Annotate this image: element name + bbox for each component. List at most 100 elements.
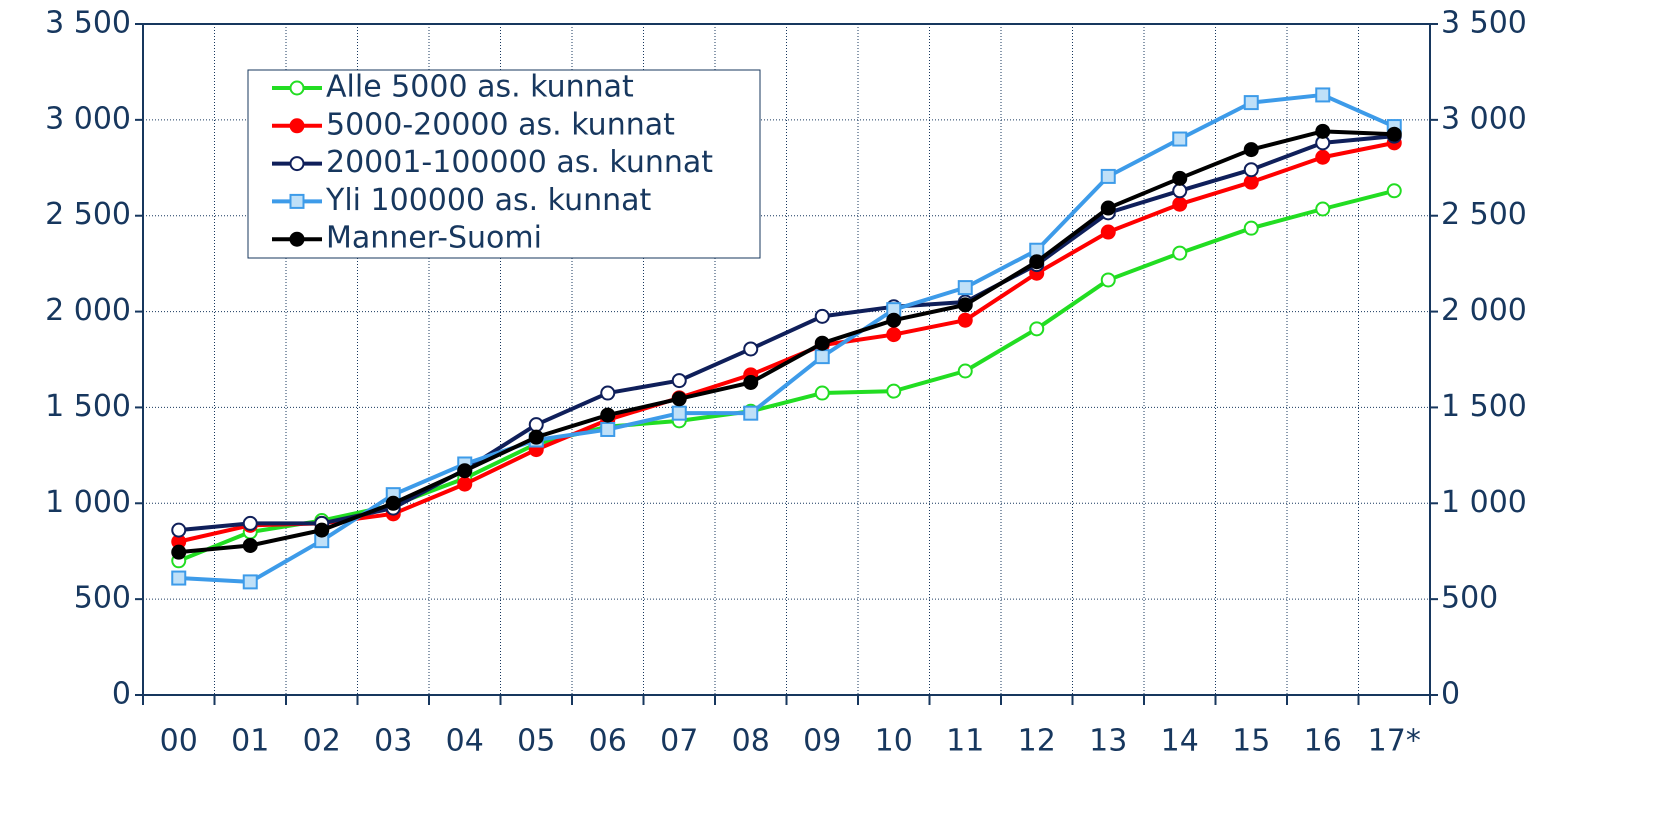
marker: [1172, 183, 1188, 199]
y2-tick-label: 3 500: [1441, 6, 1527, 41]
x-tick-label: 16: [1304, 724, 1342, 759]
y-tick-label: 3 000: [45, 101, 131, 136]
marker: [1100, 200, 1116, 216]
legend-marker: [289, 156, 305, 172]
x-tick-label: 06: [589, 724, 627, 759]
marker: [600, 407, 616, 423]
marker: [171, 570, 187, 586]
x-tick-label: 10: [875, 724, 913, 759]
marker: [957, 312, 973, 328]
y2-tick-label: 0: [1441, 677, 1460, 712]
marker: [600, 421, 616, 437]
marker: [242, 515, 258, 531]
marker: [957, 363, 973, 379]
legend-label: Alle 5000 as. kunnat: [326, 70, 634, 105]
marker: [385, 495, 401, 511]
marker: [528, 429, 544, 445]
y-tick-label: 3 500: [45, 6, 131, 41]
x-tick-label: 09: [803, 724, 841, 759]
marker: [1029, 321, 1045, 337]
x-tick-label: 01: [231, 724, 269, 759]
x-tick-label: 14: [1161, 724, 1199, 759]
x-tick-label: 08: [732, 724, 770, 759]
series-line: [178, 92, 1396, 584]
marker: [1172, 170, 1188, 186]
y-tick-label: 2 000: [45, 293, 131, 328]
marker: [600, 385, 616, 401]
legend-label: Yli 100000 as. kunnat: [325, 183, 652, 218]
marker: [1243, 220, 1259, 236]
marker: [1243, 142, 1259, 158]
legend-marker: [289, 193, 305, 209]
x-tick-label: 12: [1018, 724, 1056, 759]
legend-marker: [289, 118, 305, 134]
y-tick-label: 1 500: [45, 389, 131, 424]
series: [171, 123, 1402, 560]
marker: [1315, 149, 1331, 165]
x-tick-label: 11: [946, 724, 984, 759]
x-tick-label: 05: [517, 724, 555, 759]
marker: [242, 574, 258, 590]
legend-label: 20001-100000 as. kunnat: [326, 145, 713, 180]
x-tick-label: 15: [1232, 724, 1270, 759]
marker: [1172, 245, 1188, 261]
marker: [171, 522, 187, 538]
marker: [1386, 126, 1402, 142]
y2-tick-label: 1 000: [1441, 485, 1527, 520]
marker: [886, 312, 902, 328]
marker: [671, 405, 687, 421]
series-line: [178, 134, 1395, 533]
marker: [957, 297, 973, 313]
marker: [1100, 272, 1116, 288]
marker: [814, 385, 830, 401]
marker: [671, 391, 687, 407]
marker: [1315, 201, 1331, 217]
marker: [1172, 131, 1188, 147]
marker: [1243, 95, 1259, 111]
marker: [1243, 174, 1259, 190]
marker: [743, 341, 759, 357]
y2-tick-label: 3 000: [1441, 101, 1527, 136]
marker: [1315, 123, 1331, 139]
series-line: [178, 129, 1395, 555]
marker: [1029, 254, 1045, 270]
legend-marker: [289, 231, 305, 247]
legend-box: [247, 69, 761, 259]
marker: [814, 308, 830, 324]
y2-tick-label: 1 500: [1441, 389, 1527, 424]
y-tick-label: 1 000: [45, 485, 131, 520]
x-tick-label: 07: [660, 724, 698, 759]
y2-tick-label: 2 000: [1441, 293, 1527, 328]
x-tick-label: 04: [446, 724, 484, 759]
y-tick-label: 500: [74, 581, 131, 616]
legend-label: Manner-Suomi: [326, 221, 542, 256]
marker: [814, 335, 830, 351]
marker: [743, 375, 759, 391]
x-tick-label: 13: [1089, 724, 1127, 759]
marker: [457, 476, 473, 492]
marker: [814, 349, 830, 365]
y-tick-label: 2 500: [45, 197, 131, 232]
series-line: [178, 140, 1395, 544]
marker: [1100, 168, 1116, 184]
legend-label: 5000-20000 as. kunnat: [326, 107, 675, 142]
marker: [528, 417, 544, 433]
y-tick-label: 0: [112, 677, 131, 712]
marker: [1243, 162, 1259, 178]
x-tick-label: 02: [303, 724, 341, 759]
y2-tick-label: 500: [1441, 581, 1498, 616]
marker: [886, 327, 902, 343]
marker: [671, 373, 687, 389]
legend-marker: [289, 80, 305, 96]
y2-tick-label: 2 500: [1441, 197, 1527, 232]
marker: [1172, 196, 1188, 212]
marker: [457, 463, 473, 479]
marker: [171, 544, 187, 560]
marker: [242, 537, 258, 553]
marker: [957, 280, 973, 296]
marker: [886, 383, 902, 399]
x-tick-label: 03: [374, 724, 412, 759]
marker: [1386, 183, 1402, 199]
